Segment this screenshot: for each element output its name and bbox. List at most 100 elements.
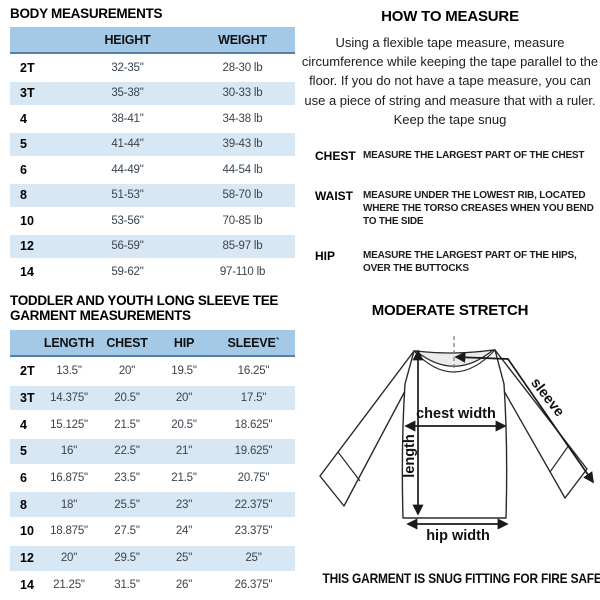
length-cell: 18" bbox=[60, 498, 78, 511]
length-cell: 15.125" bbox=[50, 418, 88, 431]
definition-term: CHEST bbox=[315, 149, 356, 163]
sleeve-cell: 17.5" bbox=[240, 392, 267, 405]
shirt-diagram: sleeve length chest width hip width bbox=[319, 336, 594, 544]
table-row: 5 16" 22.5" 21" 19.625" bbox=[10, 437, 295, 464]
size-cell: 10 bbox=[20, 524, 34, 539]
left-sleeve bbox=[319, 350, 415, 507]
header-weight: WEIGHT bbox=[218, 32, 267, 47]
hip-cell: 20" bbox=[175, 392, 193, 405]
sleeve-cell: 23.375" bbox=[234, 525, 273, 538]
definition-chest: CHEST MEASURE THE LARGEST PART OF THE CH… bbox=[315, 149, 597, 163]
table-row: 2T 13.5" 20" 19.5" 16.25" bbox=[10, 357, 295, 384]
body-measurements-table: HEIGHT WEIGHT 2T 32-35" 28-30 lb 3T 35-3… bbox=[10, 27, 295, 284]
hip-width-label: hip width bbox=[426, 528, 490, 544]
height-cell: 38-41" bbox=[111, 112, 144, 125]
height-cell: 53-56" bbox=[111, 214, 144, 227]
header-length: LENGTH bbox=[43, 335, 95, 350]
fire-safety-notice: THIS GARMENT IS SNUG FITTING FOR FIRE SA… bbox=[322, 570, 600, 586]
garment-table-header: LENGTH CHEST HIP SLEEVE` bbox=[10, 330, 295, 357]
sleeve-cell: 26.375" bbox=[234, 578, 273, 591]
hip-cell: 20.5" bbox=[171, 418, 197, 431]
header-height: HEIGHT bbox=[104, 32, 151, 47]
weight-cell: 97-110 lb bbox=[219, 265, 266, 278]
length-cell: 20" bbox=[60, 552, 78, 565]
weight-cell: 58-70 lb bbox=[222, 189, 263, 202]
height-cell: 59-62" bbox=[111, 265, 144, 278]
how-to-measure-title: HOW TO MEASURE bbox=[381, 8, 519, 25]
definition-term: HIP bbox=[315, 249, 336, 263]
hip-cell: 26" bbox=[175, 578, 193, 591]
hip-cell: 19.5" bbox=[171, 365, 197, 378]
table-row: 14 59-62" 97-110 lb bbox=[10, 258, 295, 284]
how-to-measure-paragraph: Using a flexible tape measure, measure c… bbox=[301, 35, 599, 127]
size-cell: 6 bbox=[20, 471, 27, 486]
weight-cell: 28-30 lb bbox=[222, 61, 263, 74]
chest-cell: 27.5" bbox=[114, 525, 140, 538]
length-label: length bbox=[402, 434, 418, 478]
size-cell: 12 bbox=[20, 551, 34, 566]
table-row: 12 20" 29.5" 25" 25" bbox=[10, 543, 295, 571]
size-cell: 14 bbox=[20, 577, 34, 592]
height-cell: 44-49" bbox=[111, 163, 144, 176]
body-measurements-title: BODY MEASUREMENTS bbox=[10, 6, 163, 21]
size-cell: 5 bbox=[20, 137, 27, 152]
header-sleeve: SLEEVE` bbox=[227, 335, 280, 350]
size-cell: 2T bbox=[20, 60, 35, 75]
table-row: 6 16.875" 23.5" 21.5" 20.75" bbox=[10, 463, 295, 491]
table-row: 10 18.875" 27.5" 24" 23.375" bbox=[10, 517, 295, 544]
weight-cell: 30-33 lb bbox=[222, 87, 263, 100]
header-chest: CHEST bbox=[106, 335, 148, 350]
weight-cell: 44-54 lb bbox=[222, 163, 263, 176]
left-cuff-line bbox=[337, 451, 361, 482]
size-cell: 6 bbox=[20, 162, 27, 177]
hip-cell: 23" bbox=[175, 498, 193, 511]
header-hip: HIP bbox=[173, 335, 195, 350]
size-cell: 3T bbox=[20, 86, 35, 101]
hip-cell: 21" bbox=[175, 445, 193, 458]
sleeve-cell: 25" bbox=[245, 552, 262, 565]
size-cell: 8 bbox=[20, 497, 27, 512]
chest-cell: 23.5" bbox=[114, 472, 140, 485]
length-cell: 18.875" bbox=[50, 525, 88, 538]
sleeve-cell: 22.375" bbox=[234, 498, 273, 511]
height-cell: 41-44" bbox=[111, 138, 144, 151]
length-cell: 16.875" bbox=[50, 472, 88, 485]
table-row: 4 15.125" 21.5" 20.5" 18.625" bbox=[10, 410, 295, 437]
chest-cell: 20.5" bbox=[114, 392, 140, 405]
table-row: 2T 32-35" 28-30 lb bbox=[10, 54, 295, 80]
chest-cell: 20" bbox=[118, 365, 136, 378]
garment-measurements-title: TODDLER AND YOUTH LONG SLEEVE TEE GARMEN… bbox=[10, 293, 279, 323]
weight-cell: 34-38 lb bbox=[222, 112, 263, 125]
chest-cell: 22.5" bbox=[114, 445, 140, 458]
chest-width-label: chest width bbox=[416, 406, 496, 422]
right-sleeve bbox=[494, 349, 588, 499]
body-table-rows: 2T 32-35" 28-30 lb 3T 35-38" 30-33 lb 4 … bbox=[10, 54, 295, 284]
garment-measurements-table: LENGTH CHEST HIP SLEEVE` 2T 13.5" 20" 19… bbox=[10, 330, 295, 597]
table-row: 10 53-56" 70-85 lb bbox=[10, 207, 295, 233]
table-row: 4 38-41" 34-38 lb bbox=[10, 105, 295, 131]
chest-cell: 31.5" bbox=[114, 578, 140, 591]
body-table-header: HEIGHT WEIGHT bbox=[10, 27, 295, 54]
definition-term: WAIST bbox=[315, 189, 353, 203]
height-cell: 56-59" bbox=[111, 240, 144, 253]
table-row: 14 21.25" 31.5" 26" 26.375" bbox=[10, 570, 295, 598]
length-cell: 16" bbox=[60, 445, 78, 458]
size-cell: 4 bbox=[20, 111, 27, 126]
hip-cell: 21.5" bbox=[171, 472, 197, 485]
table-row: 12 56-59" 85-97 lb bbox=[10, 232, 295, 258]
definition-waist: WAIST MEASURE UNDER THE LOWEST RIB, LOCA… bbox=[315, 189, 597, 228]
definition-text: MEASURE THE LARGEST PART OF THE CHEST bbox=[363, 150, 585, 161]
definition-hip: HIP MEASURE THE LARGEST PART OF THE HIPS… bbox=[315, 249, 597, 275]
weight-cell: 70-85 lb bbox=[222, 214, 263, 227]
length-cell: 13.5" bbox=[56, 365, 82, 378]
table-row: 3T 14.375" 20.5" 20" 17.5" bbox=[10, 383, 295, 411]
sleeve-cell: 19.625" bbox=[234, 445, 273, 458]
chest-cell: 29.5" bbox=[114, 552, 140, 565]
sleeve-cell: 20.75" bbox=[237, 472, 270, 485]
weight-cell: 39-43 lb bbox=[222, 138, 263, 151]
height-cell: 32-35" bbox=[111, 61, 144, 74]
sleeve-cell: 18.625" bbox=[234, 418, 273, 431]
table-row: 5 41-44" 39-43 lb bbox=[10, 130, 295, 156]
size-cell: 2T bbox=[20, 364, 35, 379]
size-cell: 14 bbox=[20, 264, 34, 279]
